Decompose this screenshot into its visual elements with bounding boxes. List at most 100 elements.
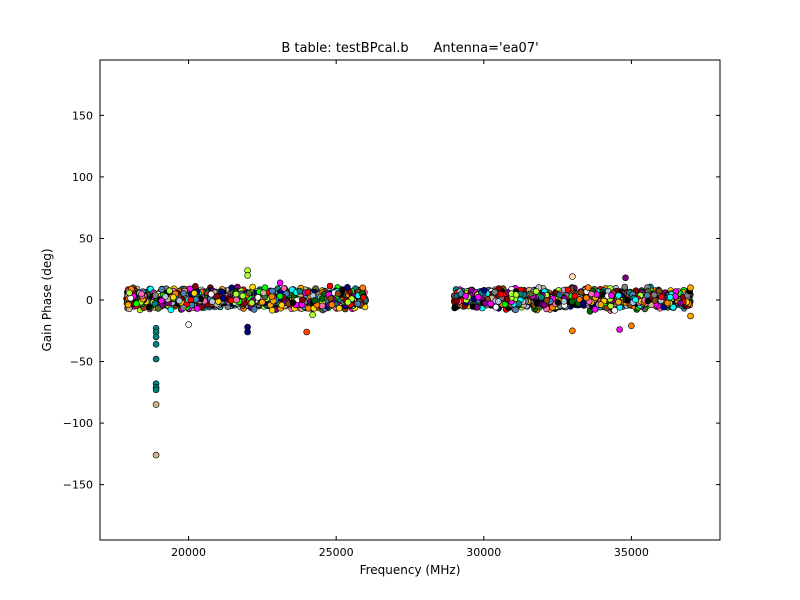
x-tick-label: 25000 (319, 546, 354, 559)
data-point (207, 290, 215, 298)
data-point (494, 298, 502, 305)
data-point (138, 290, 145, 298)
data-point (643, 292, 651, 299)
chart-title: B table: testBPcal.b Antenna='ea07' (281, 41, 538, 56)
data-point (543, 296, 551, 304)
data-point (269, 287, 276, 295)
data-point (152, 292, 159, 299)
data-point (335, 304, 343, 312)
data-point (158, 297, 165, 305)
data-point (166, 287, 173, 295)
data-point (624, 296, 631, 304)
data-point (467, 286, 475, 294)
outlier-point (244, 272, 251, 279)
data-point (250, 306, 258, 313)
data-point (512, 291, 520, 298)
outlier-point (244, 323, 251, 331)
y-tick-label: 0 (86, 294, 93, 307)
outlier-point (309, 311, 316, 319)
data-point (193, 305, 201, 312)
data-point (209, 298, 216, 305)
outlier-point (152, 340, 160, 348)
outlier-point (616, 326, 623, 333)
data-point (219, 294, 227, 302)
data-point (311, 297, 319, 304)
data-point (621, 283, 629, 291)
y-tick-label: −100 (63, 417, 93, 430)
data-point (158, 286, 165, 293)
data-point (232, 290, 240, 298)
data-point (192, 296, 200, 303)
data-point (180, 289, 187, 297)
data-point (669, 303, 677, 311)
data-point (133, 300, 140, 308)
data-point (318, 302, 326, 310)
data-point (651, 297, 659, 304)
data-point (276, 292, 284, 300)
outlier-point (622, 274, 629, 282)
data-point (218, 288, 225, 296)
data-point (584, 284, 592, 291)
data-point (249, 283, 256, 291)
data-point (474, 303, 481, 311)
outlier-point (687, 284, 694, 292)
y-tick-label: 150 (72, 109, 93, 122)
data-point (579, 299, 587, 307)
data-point (462, 292, 470, 300)
data-point (296, 287, 304, 295)
data-point (583, 294, 590, 302)
data-point (191, 289, 198, 297)
data-point (491, 288, 499, 296)
data-point (533, 300, 541, 308)
data-point (655, 287, 663, 295)
data-point (278, 301, 286, 309)
y-tick-label: −150 (63, 479, 93, 492)
data-point (192, 282, 199, 290)
data-point (146, 303, 153, 311)
data-point (299, 296, 306, 304)
data-point (615, 292, 622, 299)
data-point (480, 286, 488, 294)
y-axis-label: Gain Phase (deg) (40, 248, 54, 351)
data-point (344, 298, 352, 306)
y-axis-ticks: 150 100 50 0 −50 −100 −150 (63, 109, 720, 492)
data-point (453, 297, 461, 305)
data-point (658, 293, 665, 301)
data-point (497, 290, 505, 298)
data-point (515, 300, 523, 308)
data-point (260, 289, 267, 297)
data-point (233, 296, 240, 304)
data-point (227, 297, 235, 304)
data-point (474, 293, 482, 301)
y-tick-label: 100 (72, 171, 93, 184)
x-axis-label: Frequency (MHz) (360, 563, 461, 577)
data-point (187, 296, 194, 304)
data-point (532, 288, 540, 295)
y-tick-label: −50 (70, 356, 93, 369)
data-point (239, 292, 247, 300)
outlier-point (303, 328, 311, 336)
data-point (124, 301, 132, 309)
data-point (481, 299, 489, 307)
data-point (176, 297, 183, 305)
data-point (650, 291, 658, 299)
x-tick-label: 20000 (171, 546, 206, 559)
outlier-point (276, 279, 284, 287)
data-point (503, 296, 511, 303)
outlier-points (152, 267, 694, 459)
data-point (162, 293, 169, 300)
data-point (338, 286, 346, 293)
data-point (527, 290, 534, 298)
data-point (151, 300, 159, 308)
data-point (571, 292, 579, 300)
outlier-point (152, 355, 160, 363)
data-point (451, 304, 458, 312)
data-point (334, 290, 342, 298)
data-point (577, 288, 585, 296)
data-point (254, 294, 262, 301)
data-point (664, 299, 671, 307)
x-tick-label: 30000 (466, 546, 501, 559)
x-axis-ticks: 20000 25000 30000 35000 (171, 60, 649, 559)
data-point (597, 301, 605, 308)
data-point (304, 288, 312, 296)
